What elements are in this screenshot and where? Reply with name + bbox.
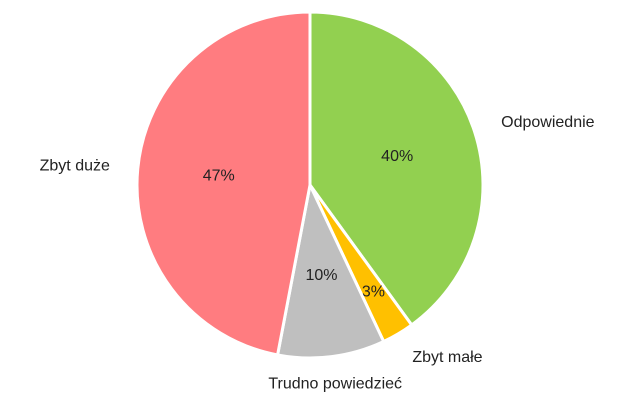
- category-label: Zbyt małe: [412, 349, 482, 366]
- category-label: Zbyt duże: [40, 157, 110, 174]
- value-label: 47%: [203, 168, 235, 185]
- pie-slice: [275, 180, 386, 360]
- category-label: Trudno powiedzieć: [268, 376, 402, 393]
- pie-slice: [135, 10, 312, 357]
- value-label: 10%: [305, 267, 337, 284]
- category-label: Odpowiednie: [501, 114, 595, 131]
- value-label: 40%: [381, 148, 413, 165]
- pie-slice: [308, 10, 485, 328]
- value-label: 3%: [362, 283, 385, 300]
